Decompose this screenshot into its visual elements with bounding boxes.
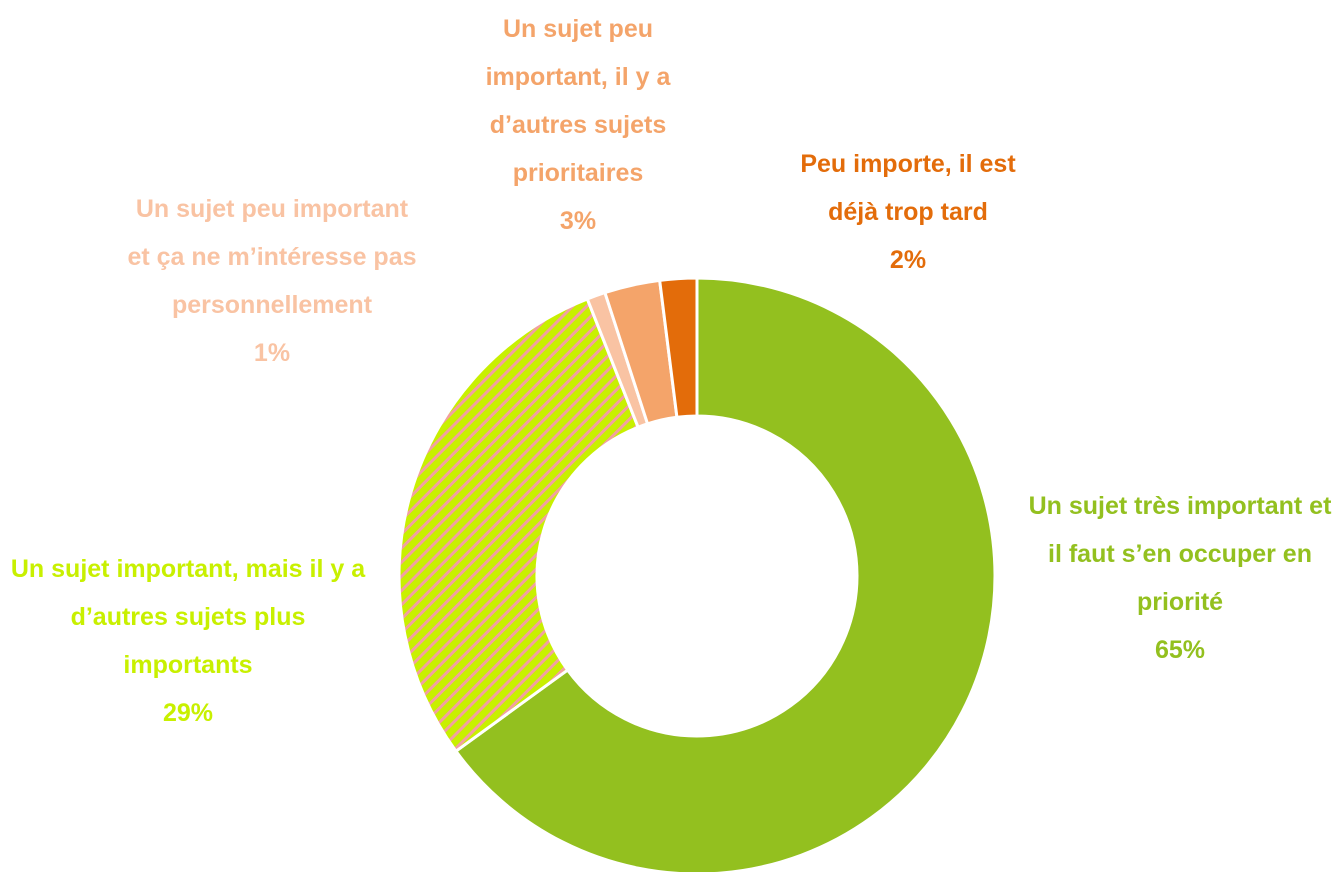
category-label: Un sujet très important et il faut s’en …	[1028, 492, 1332, 616]
donut-slice	[453, 276, 997, 872]
value-label: 3%	[559, 207, 597, 235]
slice-label: Un sujet très important et il faut s’en …	[1025, 482, 1335, 674]
category-label: Un sujet important, mais il y a d’autres…	[10, 555, 366, 679]
slice-label: Un sujet important, mais il y a d’autres…	[3, 545, 373, 737]
value-label: 29%	[162, 699, 214, 727]
slice-label: Un sujet peu important, il y a d’autres …	[463, 5, 693, 245]
donut-slice	[657, 276, 699, 419]
slice-label: Peu importe, il est déjà trop tard 2%	[778, 140, 1038, 284]
category-label: Un sujet peu important et ça ne m’intére…	[127, 195, 417, 319]
category-label: Peu importe, il est déjà trop tard	[800, 150, 1016, 226]
donut-slice	[397, 296, 641, 754]
value-label: 1%	[253, 339, 291, 367]
slice-label: Un sujet peu important et ça ne m’intére…	[127, 185, 417, 377]
value-label: 65%	[1154, 636, 1206, 664]
category-label: Un sujet peu important, il y a d’autres …	[485, 15, 671, 187]
value-label: 2%	[889, 246, 927, 274]
